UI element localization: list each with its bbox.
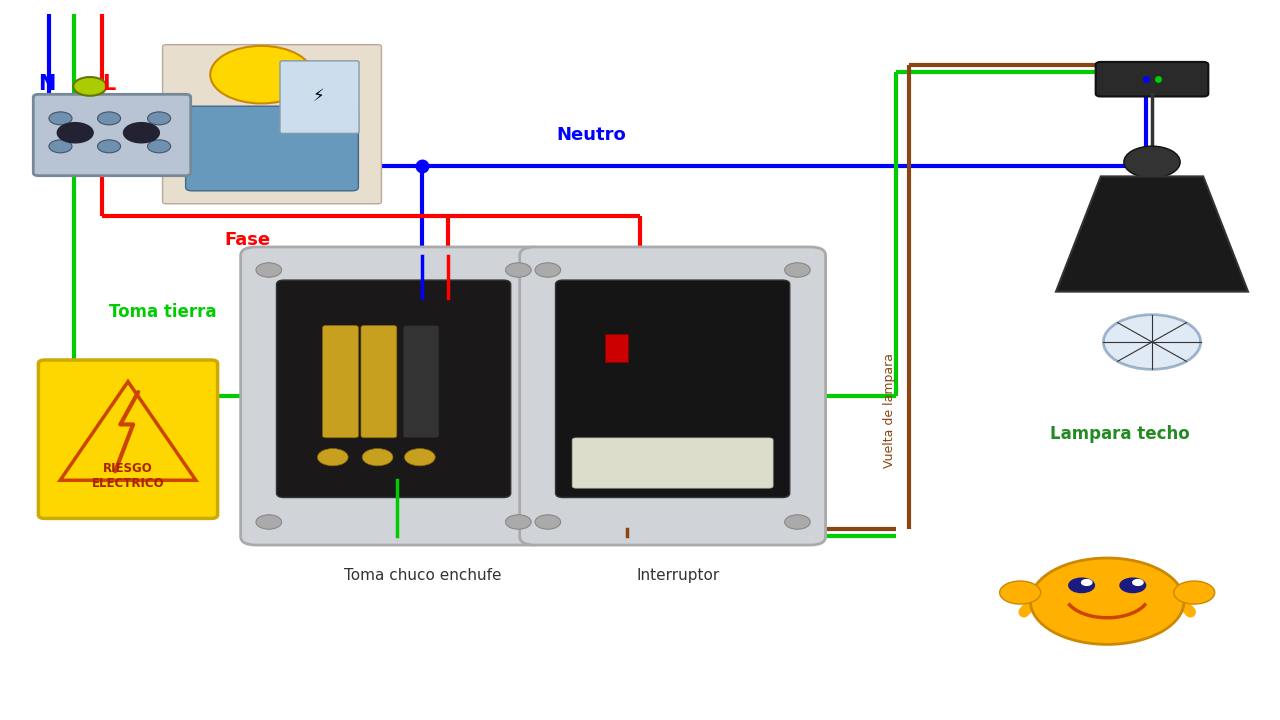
Circle shape [49, 140, 72, 153]
FancyBboxPatch shape [276, 280, 511, 498]
Circle shape [210, 46, 312, 104]
Circle shape [1030, 558, 1184, 644]
Circle shape [404, 449, 435, 466]
Circle shape [1082, 580, 1092, 585]
Circle shape [506, 515, 531, 529]
Circle shape [58, 122, 93, 143]
Circle shape [785, 263, 810, 277]
Circle shape [785, 515, 810, 529]
Circle shape [1069, 578, 1094, 593]
FancyBboxPatch shape [163, 45, 381, 204]
Circle shape [256, 515, 282, 529]
Text: L: L [102, 74, 115, 94]
FancyBboxPatch shape [361, 325, 397, 438]
Circle shape [49, 112, 72, 125]
Circle shape [362, 449, 393, 466]
Polygon shape [60, 382, 196, 480]
Circle shape [535, 263, 561, 277]
Circle shape [256, 263, 282, 277]
FancyBboxPatch shape [33, 94, 191, 176]
Bar [605, 333, 628, 362]
Text: RIESGO
ELECTRICO: RIESGO ELECTRICO [92, 462, 164, 490]
Circle shape [147, 140, 170, 153]
Circle shape [1174, 581, 1215, 604]
Polygon shape [1056, 176, 1248, 292]
Text: Neutro: Neutro [557, 127, 626, 145]
FancyBboxPatch shape [403, 325, 439, 438]
Circle shape [535, 515, 561, 529]
FancyBboxPatch shape [323, 325, 358, 438]
Circle shape [1124, 146, 1180, 178]
Text: ⚡: ⚡ [312, 87, 324, 105]
Circle shape [97, 140, 120, 153]
Circle shape [1000, 581, 1041, 604]
Circle shape [317, 449, 348, 466]
Circle shape [97, 112, 120, 125]
Circle shape [1120, 578, 1146, 593]
Circle shape [1133, 580, 1143, 585]
Text: Fase: Fase [224, 231, 270, 249]
FancyBboxPatch shape [520, 247, 826, 545]
Circle shape [73, 77, 106, 96]
FancyBboxPatch shape [1096, 62, 1208, 96]
FancyBboxPatch shape [38, 360, 218, 518]
Circle shape [506, 263, 531, 277]
FancyBboxPatch shape [241, 247, 547, 545]
FancyBboxPatch shape [556, 280, 790, 498]
Circle shape [147, 112, 170, 125]
Text: Interruptor: Interruptor [636, 567, 721, 582]
Text: Lampara techo: Lampara techo [1050, 426, 1189, 444]
FancyBboxPatch shape [280, 61, 358, 133]
FancyBboxPatch shape [186, 107, 358, 191]
Text: Toma chuco enchufe: Toma chuco enchufe [343, 567, 502, 582]
Circle shape [123, 122, 160, 143]
Text: N: N [38, 74, 56, 94]
Text: Vuelta de lampara: Vuelta de lampara [883, 353, 896, 468]
FancyBboxPatch shape [572, 438, 773, 488]
Circle shape [1103, 315, 1201, 369]
Text: Toma tierra: Toma tierra [109, 303, 216, 321]
